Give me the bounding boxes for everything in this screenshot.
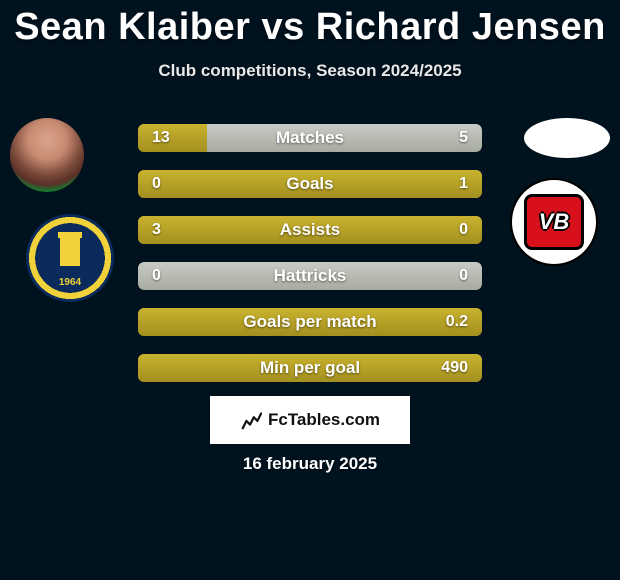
stat-row: Goals per match0.2 [138,308,482,336]
stat-row: 13Matches5 [138,124,482,152]
stat-row: 3Assists0 [138,216,482,244]
club2-letters: VB [539,209,570,235]
stat-label: Hattricks [138,266,482,286]
branding-text: FcTables.com [268,410,380,430]
stat-label: Goals [138,174,482,194]
stat-value-right: 0 [459,221,482,239]
stat-value-right: 0 [459,267,482,285]
stat-value-right: 0.2 [446,313,482,331]
branding-box: FcTables.com [210,396,410,444]
stat-value-right: 490 [441,359,482,377]
stat-value-right: 1 [459,175,482,193]
player2-avatar [524,118,610,158]
date-text: 16 february 2025 [0,454,620,474]
stat-label: Goals per match [138,312,482,332]
player2-club-badge: VB [510,178,598,266]
comparison-bars: 13Matches50Goals13Assists00Hattricks0Goa… [138,124,482,400]
club1-tower-icon [60,238,80,266]
stat-label: Matches [138,128,482,148]
stat-row: 0Hattricks0 [138,262,482,290]
page-title: Sean Klaiber vs Richard Jensen [0,0,620,49]
page-subtitle: Club competitions, Season 2024/2025 [0,61,620,81]
player1-club-badge: 1964 [26,214,114,302]
stat-row: 0Goals1 [138,170,482,198]
stat-row: Min per goal490 [138,354,482,382]
fctables-logo-icon [240,409,262,431]
stat-label: Assists [138,220,482,240]
club1-year: 1964 [59,277,81,288]
stat-value-right: 5 [459,129,482,147]
player1-avatar-photo [10,118,84,192]
stat-label: Min per goal [138,358,482,378]
club2-badge-inner: VB [524,194,584,250]
player1-avatar [10,118,84,192]
